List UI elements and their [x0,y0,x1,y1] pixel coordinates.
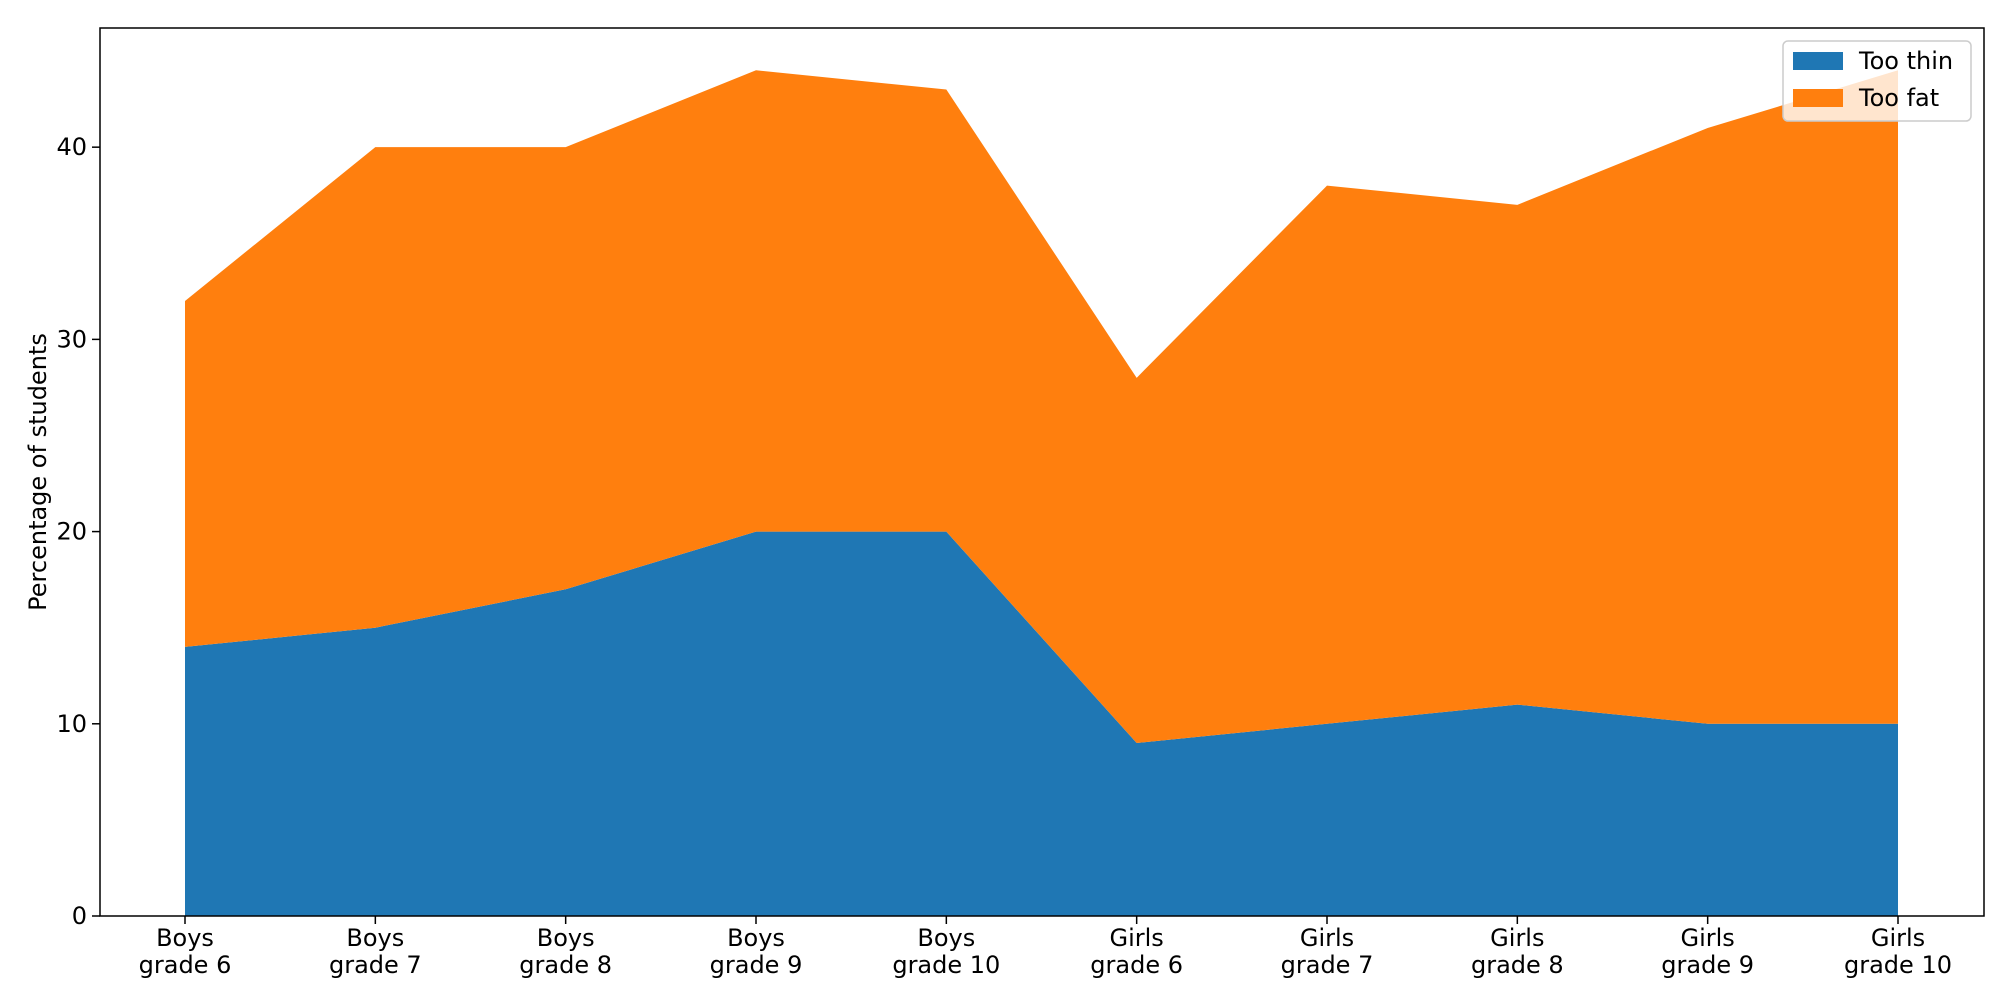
x-tick-label: Girls grade 9 [1661,924,1754,979]
x-tick-label: Girls grade 10 [1844,924,1952,979]
y-tick-label: 40 [56,133,87,161]
y-axis: 0 10 20 30 40 [56,133,100,930]
x-tick-label: Boys grade 8 [519,924,612,979]
legend-label-too-fat: Too fat [1858,84,1939,112]
y-axis-label: Percentage of students [24,333,52,611]
legend-swatch-too-thin [1793,52,1843,70]
area-series-too-fat [185,70,1898,744]
x-axis: Boys grade 6 Boys grade 7 Boys grade 8 Boys gra… [139,916,1952,979]
area-layer [185,70,1898,916]
y-tick-label: 20 [56,518,87,546]
plot-frame [99,27,1985,917]
x-tick-label: Girls grade 7 [1281,924,1374,979]
legend: Too thin Too fat [1782,40,1972,122]
x-tick-label: Boys grade 9 [710,924,803,979]
x-tick-label: Girls grade 8 [1471,924,1564,979]
legend-label-too-thin: Too thin [1858,47,1953,75]
area-series-too-thin [185,531,1898,916]
y-tick-label: 10 [56,710,87,738]
x-tick-label: Boys grade 7 [329,924,422,979]
x-tick-label: Boys grade 6 [139,924,232,979]
y-tick-label: 0 [72,902,87,930]
legend-swatch-too-fat [1793,89,1843,107]
x-tick-label: Boys grade 10 [892,924,1000,979]
x-tick-label: Girls grade 6 [1090,924,1183,979]
y-tick-label: 30 [56,325,87,353]
